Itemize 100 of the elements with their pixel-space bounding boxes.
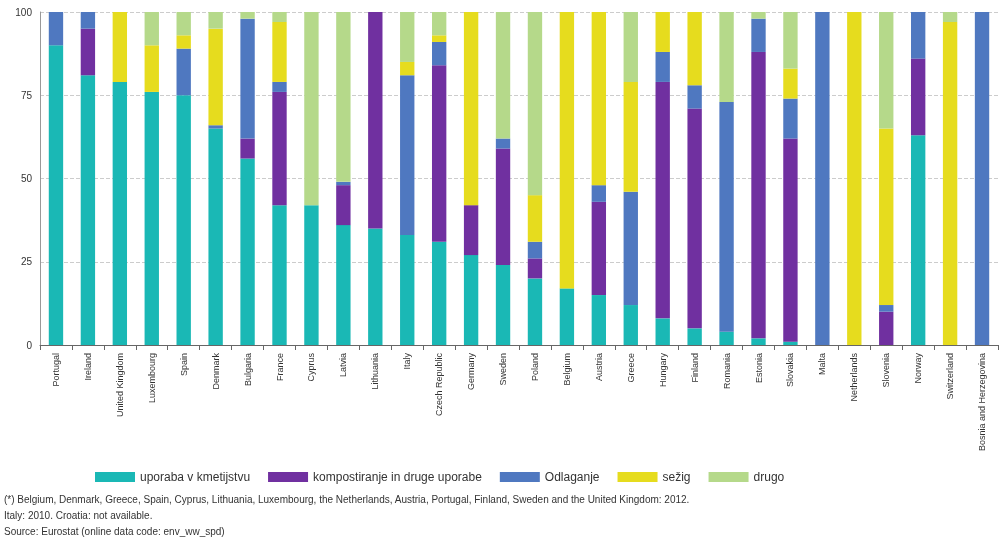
bar — [144, 91, 159, 345]
legend-label: uporaba v kmetijstvu — [140, 470, 251, 484]
bar — [272, 91, 287, 206]
source-note: Source: Eurostat (online data code: env_ww_spd) — [4, 525, 225, 537]
bar — [336, 12, 351, 182]
bar — [400, 75, 415, 236]
bar — [591, 185, 607, 202]
bar — [272, 205, 287, 345]
x-tick-label: Malta — [817, 353, 828, 376]
x-tick-label: Norway — [913, 352, 924, 384]
bar — [240, 158, 255, 345]
bar — [48, 12, 64, 46]
x-tick-label: Spain — [178, 353, 189, 377]
bar — [910, 135, 926, 345]
bar — [527, 278, 543, 345]
bar — [495, 12, 511, 139]
x-tick-label: Bulgaria — [242, 353, 253, 387]
bar — [336, 181, 351, 186]
bar — [847, 12, 862, 345]
bar — [176, 12, 191, 36]
bar — [783, 68, 798, 99]
bar — [144, 12, 159, 46]
bar — [368, 228, 383, 345]
x-tick-label: Hungary — [657, 352, 668, 388]
bar — [495, 148, 511, 266]
bar — [942, 12, 958, 22]
bar — [80, 12, 96, 29]
bar — [144, 45, 159, 92]
x-tick-label: Netherlands — [849, 352, 860, 402]
bar — [623, 81, 638, 192]
bar — [176, 35, 191, 49]
bar — [431, 41, 447, 66]
bar — [719, 101, 734, 332]
bar — [48, 45, 64, 345]
bar — [942, 21, 958, 345]
bar — [879, 128, 894, 306]
x-tick-label: Portugal — [50, 353, 61, 387]
legend-label: drugo — [753, 470, 785, 484]
bar — [559, 288, 575, 345]
x-tick-label: United Kingdom — [114, 353, 125, 418]
bar — [431, 65, 447, 242]
bar — [655, 81, 670, 319]
bar — [974, 12, 990, 345]
bar — [208, 28, 223, 126]
text: Italy: 2010. Croatia: not available. — [4, 509, 153, 521]
x-tick-label: Switzerland — [945, 353, 956, 400]
bar — [655, 12, 670, 52]
bar — [783, 341, 798, 345]
bar — [400, 235, 415, 345]
y-tick-label: 100 — [15, 6, 33, 18]
x-tick-label: Greece — [625, 353, 636, 383]
bar — [751, 338, 766, 345]
x-tick-label: Denmark — [210, 352, 221, 390]
bar — [463, 255, 479, 345]
x-tick-label: Czech Republic — [434, 352, 445, 417]
bar — [431, 241, 447, 345]
bar — [304, 205, 319, 345]
bar — [80, 28, 96, 76]
x-tick-label: Lithuania — [370, 353, 381, 390]
bar — [687, 12, 702, 86]
bar — [336, 225, 351, 345]
x-tick-label: Sweden — [498, 353, 509, 386]
bar — [240, 138, 255, 159]
bar — [336, 185, 351, 226]
x-tick-label: Germany — [466, 352, 477, 391]
bar — [751, 12, 766, 19]
bar — [719, 12, 734, 102]
bar — [400, 61, 415, 76]
bar — [463, 205, 479, 256]
bar — [240, 12, 255, 19]
bar — [783, 98, 798, 139]
x-tick-label: Ireland — [82, 353, 93, 381]
x-tick-label: Latvia — [338, 353, 349, 378]
bar — [910, 58, 926, 136]
x-tick-label: Slovenia — [881, 353, 892, 388]
bar — [687, 108, 702, 329]
legend-label: sežig — [662, 470, 691, 484]
y-tick-label: 0 — [26, 339, 33, 351]
x-tick-label: Austria — [593, 353, 604, 382]
bar — [687, 328, 702, 345]
bar — [910, 12, 926, 59]
bar — [272, 21, 287, 82]
bar — [655, 318, 670, 345]
bar — [176, 95, 191, 345]
bar — [368, 12, 383, 229]
text: (*) Belgium, Denmark, Greece, Spain, Cyprus, Lithuania, Luxembourg, the Netherlands, Austria, Portugal, Finland, Sweden and the United Kingdom: 2012. — [4, 493, 690, 505]
bar — [208, 12, 223, 29]
legend-label: kompostiranje in druge uporabe — [313, 470, 483, 484]
bar — [879, 305, 894, 312]
bar — [623, 305, 638, 345]
bar — [431, 12, 447, 36]
bar — [591, 12, 607, 186]
y-tick-label: 75 — [20, 89, 33, 101]
bar — [304, 12, 319, 206]
bar — [112, 12, 128, 82]
x-tick-label: Belgium — [561, 353, 572, 386]
x-tick-label: Finland — [689, 353, 700, 383]
bar — [527, 12, 543, 196]
bar — [879, 311, 894, 345]
bar — [431, 35, 447, 42]
